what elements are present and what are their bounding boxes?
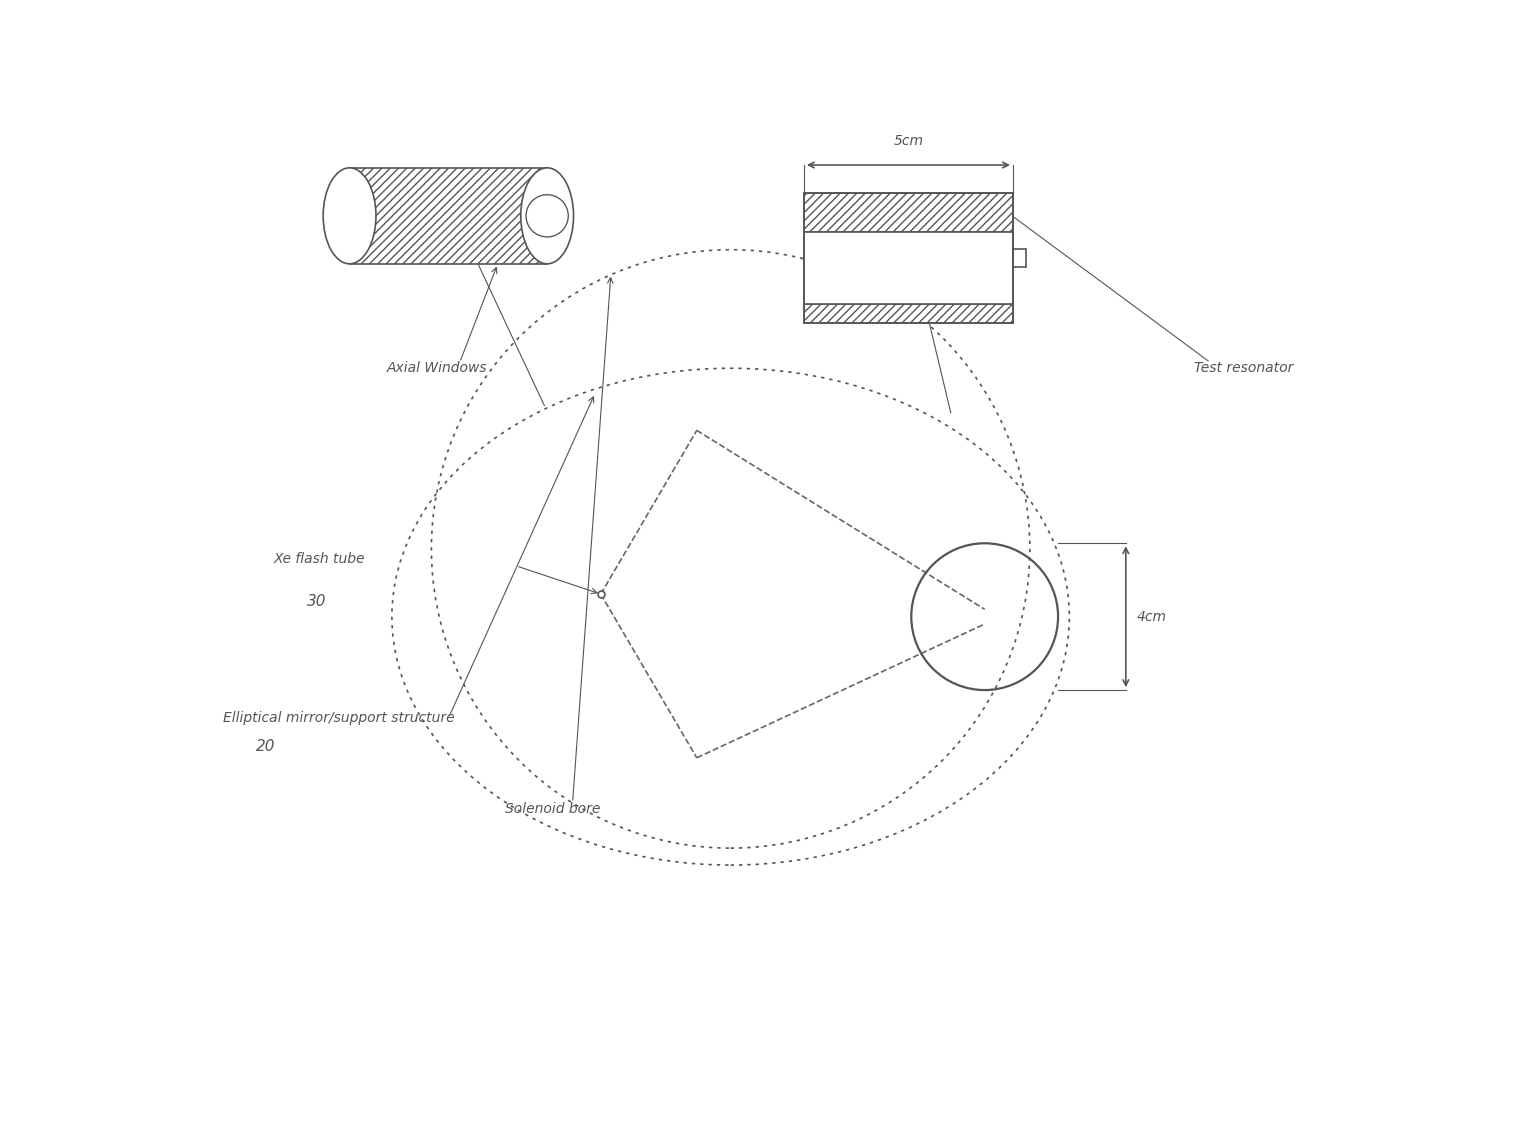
Ellipse shape <box>521 168 573 264</box>
Bar <box>350 168 547 264</box>
Bar <box>1012 249 1026 267</box>
Bar <box>804 304 1012 323</box>
Text: Xe flash tube: Xe flash tube <box>274 552 365 566</box>
Text: Test resonator: Test resonator <box>1194 361 1294 375</box>
Text: Axial Windows: Axial Windows <box>387 361 486 375</box>
Text: Solenoid bore: Solenoid bore <box>505 801 601 816</box>
Bar <box>804 193 1012 232</box>
Bar <box>804 232 1012 304</box>
Text: 30: 30 <box>307 594 327 609</box>
Text: 20: 20 <box>257 740 275 754</box>
Circle shape <box>526 194 569 237</box>
Ellipse shape <box>323 168 376 264</box>
Text: 4cm: 4cm <box>1138 609 1167 624</box>
Text: Elliptical mirror/support structure: Elliptical mirror/support structure <box>223 711 454 726</box>
Bar <box>804 193 1012 323</box>
Text: 5cm: 5cm <box>893 134 924 149</box>
